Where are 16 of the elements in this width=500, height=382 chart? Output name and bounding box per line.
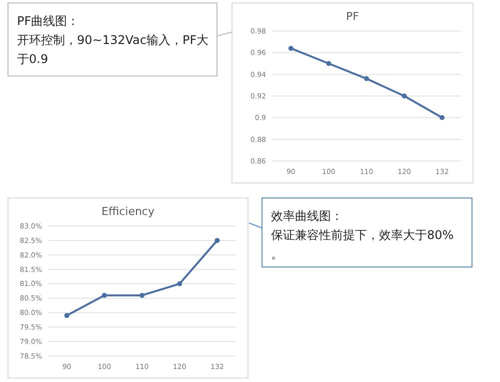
point [326,61,332,66]
chart-title: Efficiency [102,205,155,218]
point [402,94,407,98]
point [102,292,107,298]
text: PF曲线图： [17,14,80,28]
point [140,292,144,298]
point [364,76,369,82]
point [214,238,220,243]
point [177,281,182,286]
chart-title: PF [346,10,359,23]
point [64,313,70,318]
text: 保证兼容性前提下，效率大于80%。 [271,228,454,261]
point [288,46,294,51]
text: 开环控制，90~132Vac输入，PF大于0.9 [17,33,209,66]
text: 效率曲线图： [271,209,343,223]
point [440,115,445,120]
